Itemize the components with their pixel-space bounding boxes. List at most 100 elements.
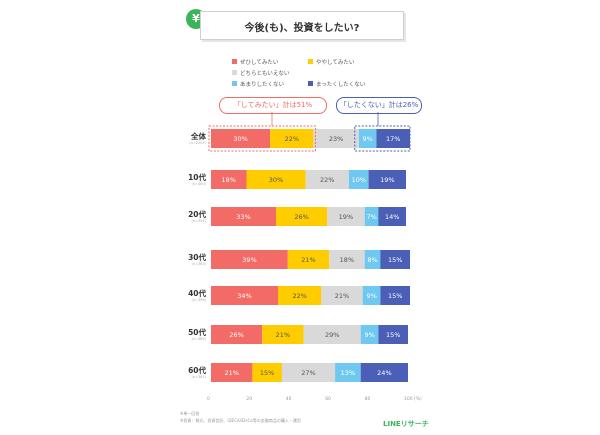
bar-segment-5-2 <box>303 325 361 344</box>
bar-value-label-1-0: 18% <box>221 176 235 184</box>
bar-value-label-4-4: 15% <box>388 292 402 300</box>
chart-title: 今後(も)、投資をしたい? <box>244 23 360 34</box>
bar-value-label-1-1: 30% <box>269 176 283 184</box>
legend-label-2: どちらともいえない <box>240 71 290 77</box>
bar-value-label-0-3: 9% <box>362 135 372 143</box>
bar-value-label-0-4: 17% <box>386 135 400 143</box>
bar-segment-2-2 <box>327 207 365 226</box>
bar-value-label-1-2: 22% <box>320 176 334 184</box>
row-label-5: 50代 <box>188 328 206 337</box>
bar-value-label-2-3: 7% <box>366 213 376 221</box>
bar-segment-4-4 <box>380 286 410 305</box>
highlight-dont-box <box>354 125 411 152</box>
row-sample-size-0: (n=2253) <box>189 141 206 145</box>
x-tick-5: 100 <box>404 397 413 402</box>
bar-segment-6-3 <box>335 363 361 382</box>
x-tick-6: (%) <box>414 397 422 402</box>
bar-segment-2-4 <box>378 207 406 226</box>
row-sample-size-3: (n=363) <box>191 262 206 266</box>
bar-value-label-4-3: 9% <box>366 292 376 300</box>
callout-dont-total: 「したくない」計は26% <box>336 97 422 114</box>
bar-value-label-6-4: 24% <box>377 369 391 377</box>
bar-segment-1-3 <box>348 170 369 189</box>
bar-segment-0-3 <box>358 129 377 148</box>
title-box: 今後(も)、投資をしたい? <box>200 11 404 40</box>
bar-segment-3-3 <box>364 250 381 269</box>
bar-value-label-6-0: 21% <box>224 369 238 377</box>
row-label-0: 全体 <box>191 132 206 141</box>
bar-segment-3-0 <box>211 250 288 269</box>
bar-segment-1-2 <box>305 170 349 189</box>
row-sample-size-4: (n=396) <box>191 298 206 302</box>
bar-segment-1-4 <box>368 170 406 189</box>
bar-segment-0-1 <box>270 129 314 148</box>
brand-logo: LINEリサーチ <box>383 420 429 428</box>
bar-value-label-3-1: 21% <box>301 256 315 264</box>
bar-segment-4-1 <box>278 286 322 305</box>
x-tick-2: 40 <box>285 397 292 402</box>
bar-value-label-1-4: 19% <box>380 176 394 184</box>
row-label-6: 60代 <box>188 366 206 375</box>
legend-label-3: あまりしたくない <box>240 82 285 88</box>
bar-segment-5-0 <box>211 325 263 344</box>
bar-segment-6-1 <box>252 363 282 382</box>
legend-swatch-1 <box>308 59 313 64</box>
bar-value-label-3-0: 39% <box>242 256 256 264</box>
x-tick-4: 80 <box>364 397 371 402</box>
legend-swatch-3 <box>232 81 237 86</box>
bar-value-label-6-1: 15% <box>260 369 274 377</box>
bar-value-label-5-4: 15% <box>386 331 400 339</box>
bar-value-label-6-2: 27% <box>301 369 315 377</box>
bar-segment-5-4 <box>378 325 408 344</box>
bar-value-label-4-1: 22% <box>292 292 306 300</box>
bar-segment-0-0 <box>211 129 271 148</box>
bar-segment-5-1 <box>262 325 304 344</box>
bar-segment-3-4 <box>380 250 410 269</box>
bar-segment-4-0 <box>211 286 278 305</box>
bar-value-label-0-0: 30% <box>233 135 247 143</box>
bar-segment-2-1 <box>276 207 328 226</box>
bar-value-label-4-2: 21% <box>335 292 349 300</box>
bar-value-label-5-3: 9% <box>364 331 374 339</box>
legend-swatch-4 <box>308 81 313 86</box>
callout-want-total: 「してみたい」計は51% <box>219 97 327 114</box>
bar-value-label-3-2: 18% <box>340 256 354 264</box>
bar-segment-1-1 <box>246 170 306 189</box>
bar-segment-4-2 <box>321 286 363 305</box>
row-sample-size-6: (n=361) <box>191 375 206 379</box>
bar-value-label-0-2: 23% <box>329 135 343 143</box>
bar-value-label-3-3: 8% <box>367 256 377 264</box>
bar-segment-4-3 <box>362 286 381 305</box>
footnote-definition: ※投資：株式、投資信託、iDECA/iDeCo等の金融商品の購入・運用 <box>180 418 301 423</box>
row-sample-size-2: (n=344) <box>191 219 206 223</box>
bar-value-label-6-3: 13% <box>341 369 355 377</box>
bar-value-label-4-0: 34% <box>237 292 251 300</box>
bar-value-label-5-0: 26% <box>229 331 243 339</box>
bar-value-label-2-1: 26% <box>294 213 308 221</box>
bar-segment-0-4 <box>376 129 410 148</box>
bar-segment-3-2 <box>329 250 365 269</box>
legend-swatch-0 <box>232 59 237 64</box>
bar-value-label-2-0: 33% <box>236 213 250 221</box>
bar-value-label-3-4: 15% <box>388 256 402 264</box>
bar-value-label-1-3: 10% <box>352 176 366 184</box>
row-sample-size-1: (n=400) <box>191 182 206 186</box>
row-label-2: 20代 <box>188 210 206 219</box>
x-tick-1: 20 <box>246 397 253 402</box>
bar-value-label-2-2: 19% <box>339 213 353 221</box>
bar-segment-6-2 <box>281 363 336 382</box>
row-label-1: 10代 <box>188 173 206 182</box>
bar-value-label-5-1: 21% <box>276 331 290 339</box>
row-sample-size-5: (n=389) <box>191 337 206 341</box>
bar-value-label-0-1: 22% <box>285 135 299 143</box>
bar-segment-2-3 <box>364 207 379 226</box>
bar-segment-1-0 <box>211 170 247 189</box>
legend-label-4: まったくしたくない <box>316 82 366 88</box>
x-tick-0: 0 <box>207 397 210 402</box>
bar-segment-0-2 <box>313 129 359 148</box>
legend-label-1: ややしてみたい <box>316 60 355 66</box>
row-label-4: 40代 <box>188 289 206 298</box>
bar-segment-6-4 <box>360 363 408 382</box>
x-tick-3: 60 <box>325 397 331 402</box>
bar-value-label-5-2: 29% <box>325 331 339 339</box>
